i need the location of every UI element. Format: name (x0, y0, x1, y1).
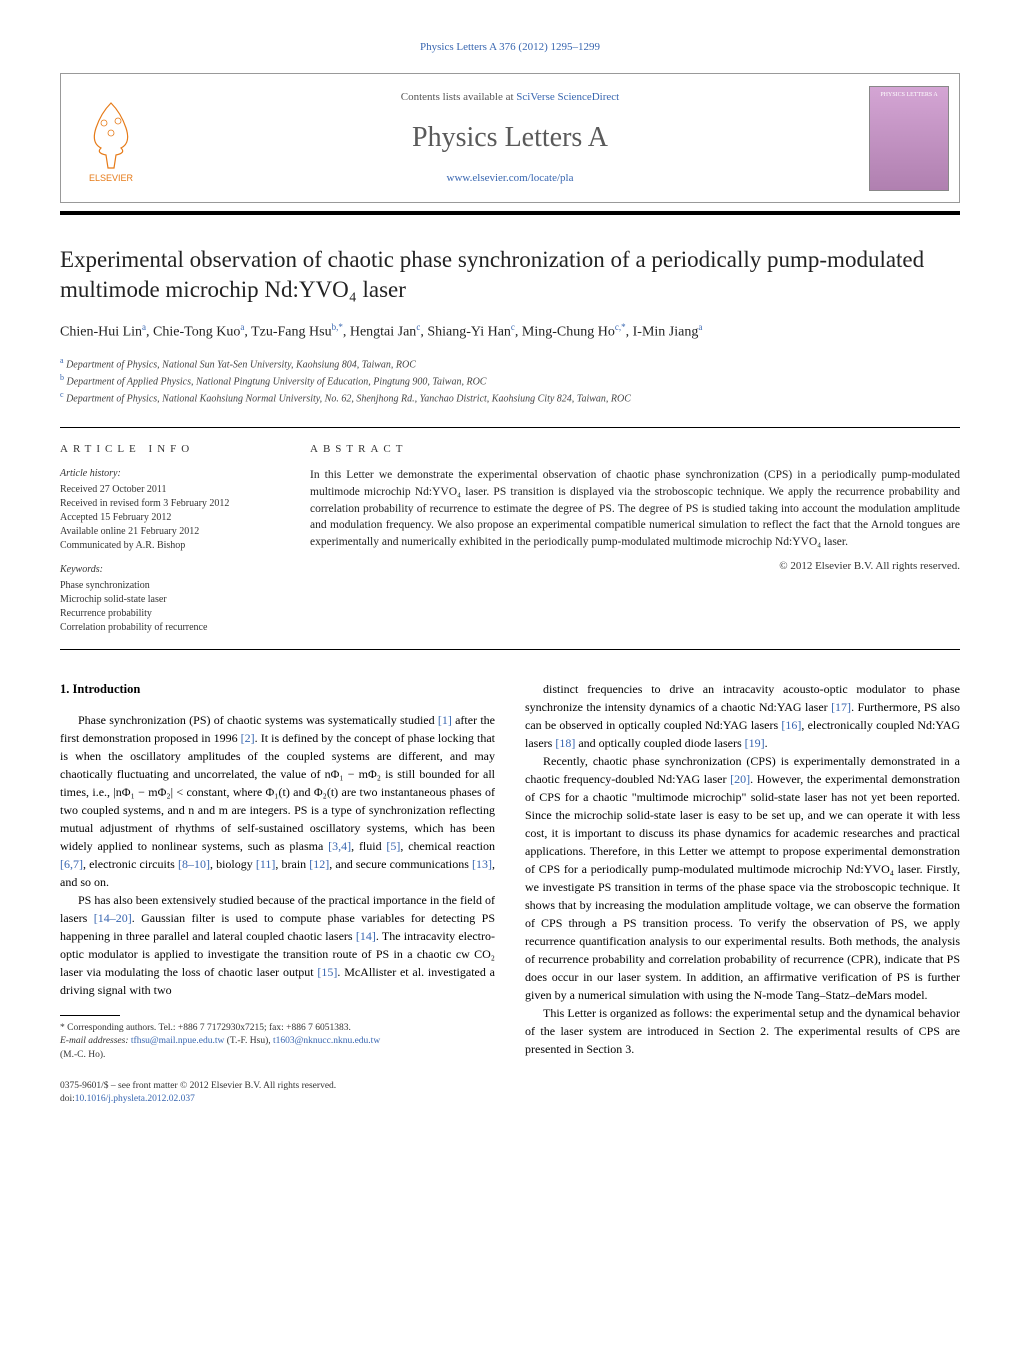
citation-ref[interactable]: [3,4] (328, 839, 351, 853)
email-label: E-mail addresses: (60, 1036, 129, 1046)
citation-ref[interactable]: [16] (781, 718, 801, 732)
header-divider (60, 211, 960, 215)
email-who-1: (T.-F. Hsu), (227, 1036, 271, 1046)
article-info-column: ARTICLE INFO Article history: Received 2… (60, 442, 280, 635)
citation-ref[interactable]: [1] (438, 713, 452, 727)
keywords-list: Phase synchronizationMicrochip solid-sta… (60, 579, 280, 635)
abstract-copyright: © 2012 Elsevier B.V. All rights reserved… (310, 559, 960, 574)
citation-header: Physics Letters A 376 (2012) 1295–1299 (60, 40, 960, 55)
citation-ref[interactable]: [5] (386, 839, 400, 853)
publisher-logo: ELSEVIER (61, 74, 161, 202)
email-link-2[interactable]: t1603@nknucc.nknu.edu.tw (273, 1036, 380, 1046)
section-1-heading: 1. Introduction (60, 680, 495, 699)
journal-header: ELSEVIER Contents lists available at Sci… (60, 73, 960, 203)
citation-ref[interactable]: [2] (241, 731, 255, 745)
abstract-text: In this Letter we demonstrate the experi… (310, 467, 960, 550)
front-matter-line: 0375-9601/$ – see front matter © 2012 El… (60, 1080, 495, 1093)
doi-label: doi: (60, 1094, 75, 1104)
citation-ref[interactable]: [13] (472, 857, 492, 871)
affiliation-line: a Department of Physics, National Sun Ya… (60, 355, 960, 372)
journal-cover: PHYSICS LETTERS A (859, 74, 959, 202)
contents-available: Contents lists available at SciVerse Sci… (401, 90, 619, 105)
body-column-right: distinct frequencies to drive an intraca… (525, 680, 960, 1106)
citation-ref[interactable]: [14] (356, 929, 376, 943)
citation-ref[interactable]: [14–20] (94, 911, 132, 925)
body-paragraph: Phase synchronization (PS) of chaotic sy… (60, 711, 495, 891)
affiliations: a Department of Physics, National Sun Ya… (60, 355, 960, 407)
citation-ref[interactable]: [12] (309, 857, 329, 871)
footnote-separator (60, 1015, 120, 1016)
body-paragraph: distinct frequencies to drive an intraca… (525, 680, 960, 752)
citation-ref[interactable]: [6,7] (60, 857, 83, 871)
citation-ref[interactable]: [8–10] (178, 857, 210, 871)
body-column-left: 1. Introduction Phase synchronization (P… (60, 680, 495, 1106)
article-title: Experimental observation of chaotic phas… (60, 245, 960, 305)
elsevier-tree-icon: ELSEVIER (76, 93, 146, 183)
citation-ref[interactable]: [20] (730, 772, 750, 786)
footnotes: * Corresponding authors. Tel.: +886 7 71… (60, 1022, 495, 1062)
abstract-column: ABSTRACT In this Letter we demonstrate t… (310, 442, 960, 635)
journal-homepage-link[interactable]: www.elsevier.com/locate/pla (447, 171, 574, 186)
author-list: Chien-Hui Lina, Chie-Tong Kuoa, Tzu-Fang… (60, 321, 960, 343)
citation-ref[interactable]: [17] (831, 700, 851, 714)
bottom-matter: 0375-9601/$ – see front matter © 2012 El… (60, 1080, 495, 1107)
article-history: Received 27 October 2011Received in revi… (60, 483, 280, 553)
citation-ref[interactable]: [19] (745, 736, 765, 750)
history-label: Article history: (60, 467, 280, 481)
body-paragraph: PS has also been extensively studied bec… (60, 891, 495, 999)
body-paragraph: Recently, chaotic phase synchronization … (525, 752, 960, 1004)
body-paragraph: This Letter is organized as follows: the… (525, 1004, 960, 1058)
info-divider-bottom (60, 649, 960, 650)
email-who-2: (M.-C. Ho). (60, 1049, 495, 1062)
corresponding-author-note: * Corresponding authors. Tel.: +886 7 71… (60, 1022, 495, 1035)
citation-ref[interactable]: [11] (256, 857, 276, 871)
citation-ref[interactable]: [18] (555, 736, 575, 750)
abstract-heading: ABSTRACT (310, 442, 960, 457)
svg-text:ELSEVIER: ELSEVIER (89, 173, 134, 183)
doi-link[interactable]: 10.1016/j.physleta.2012.02.037 (75, 1094, 195, 1104)
affiliation-line: b Department of Applied Physics, Nationa… (60, 372, 960, 389)
citation-ref[interactable]: [15] (317, 965, 337, 979)
keywords-label: Keywords: (60, 563, 280, 577)
sciencedirect-link[interactable]: SciVerse ScienceDirect (516, 91, 619, 103)
email-link-1[interactable]: tfhsu@mail.npue.edu.tw (131, 1036, 224, 1046)
affiliation-line: c Department of Physics, National Kaohsi… (60, 389, 960, 406)
article-info-heading: ARTICLE INFO (60, 442, 280, 457)
journal-title: Physics Letters A (412, 118, 608, 157)
